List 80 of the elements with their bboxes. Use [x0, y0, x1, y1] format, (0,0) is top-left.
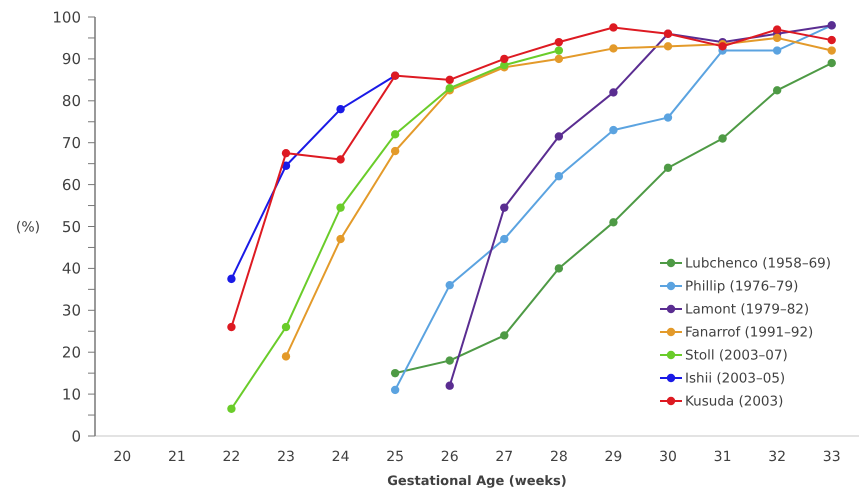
- y-tick-label: 100: [52, 8, 81, 26]
- point: [282, 352, 290, 361]
- point: [828, 58, 836, 68]
- point: [227, 322, 236, 332]
- y-tick-label: 50: [62, 218, 81, 236]
- x-tick-label: 21: [168, 449, 186, 465]
- point: [336, 234, 345, 244]
- point: [554, 38, 564, 46]
- x-tick-label: 33: [822, 449, 841, 465]
- y-tick-label: 80: [62, 92, 81, 110]
- point: [718, 42, 727, 51]
- point: [609, 44, 618, 53]
- x-tick-label: 32: [768, 449, 786, 465]
- y-tick-label: 30: [62, 302, 81, 320]
- point: [828, 46, 836, 55]
- x-tick-label: 28: [550, 449, 568, 465]
- point: [446, 76, 454, 84]
- point: [446, 84, 454, 92]
- point: [664, 164, 672, 172]
- x-tick-label: 22: [222, 449, 240, 465]
- x-tick-label: 26: [440, 449, 459, 465]
- x-axis-title: Gestational Age (weeks): [387, 474, 567, 489]
- point: [227, 404, 236, 413]
- point: [828, 36, 836, 44]
- point: [609, 126, 618, 134]
- y-axis-title: (%): [16, 219, 40, 236]
- point: [609, 23, 618, 32]
- y-tick-label: 60: [62, 176, 81, 194]
- point: [390, 368, 400, 378]
- legend-label: Lamont (1979–82): [685, 302, 810, 318]
- legend-label: Phillip (1976–79): [685, 278, 798, 295]
- x-tick-label: 30: [659, 449, 677, 465]
- point: [554, 172, 564, 180]
- point: [718, 134, 727, 143]
- point: [446, 280, 454, 290]
- legend-label: Fanarrof (1991–92): [685, 324, 814, 341]
- point: [500, 234, 508, 244]
- x-tick-label: 31: [714, 449, 732, 465]
- point: [772, 86, 782, 95]
- y-tick-label: 10: [62, 385, 81, 404]
- point: [336, 104, 345, 114]
- point: [554, 264, 564, 273]
- x-tick-label: 20: [113, 449, 132, 465]
- point: [554, 54, 564, 64]
- x-tick-label: 29: [604, 449, 622, 465]
- point: [390, 386, 400, 394]
- y-tick-label: 40: [62, 260, 81, 278]
- y-tick-label: 70: [62, 134, 81, 152]
- point: [609, 88, 618, 97]
- point: [500, 203, 508, 212]
- point: [336, 155, 345, 164]
- point: [500, 331, 508, 340]
- legend-label: Lubchenco (1958–69): [685, 256, 832, 272]
- point: [282, 322, 290, 332]
- y-tick-label: 0: [71, 427, 81, 446]
- x-tick-label: 24: [332, 449, 350, 465]
- x-tick-label: 23: [277, 449, 295, 465]
- point: [772, 34, 782, 42]
- x-tick-label: 27: [495, 449, 514, 465]
- point: [664, 42, 672, 51]
- point: [500, 54, 508, 64]
- legend-label: Kusuda (2003): [685, 394, 784, 410]
- point: [390, 130, 400, 139]
- point: [336, 203, 345, 212]
- point: [446, 382, 454, 390]
- point: [664, 113, 672, 122]
- point: [390, 146, 400, 156]
- point: [609, 218, 618, 226]
- point: [227, 274, 236, 284]
- y-tick-label: 90: [62, 50, 81, 68]
- x-tick-label: 25: [386, 449, 404, 465]
- y-tick-label: 20: [62, 343, 81, 362]
- point: [446, 356, 454, 365]
- point: [772, 25, 782, 34]
- legend-label: Stoll (2003–07): [685, 348, 788, 364]
- point: [282, 148, 290, 158]
- point: [554, 132, 564, 141]
- point: [772, 46, 782, 55]
- legend-label: Ishii (2003–05): [685, 370, 786, 387]
- point: [554, 46, 564, 55]
